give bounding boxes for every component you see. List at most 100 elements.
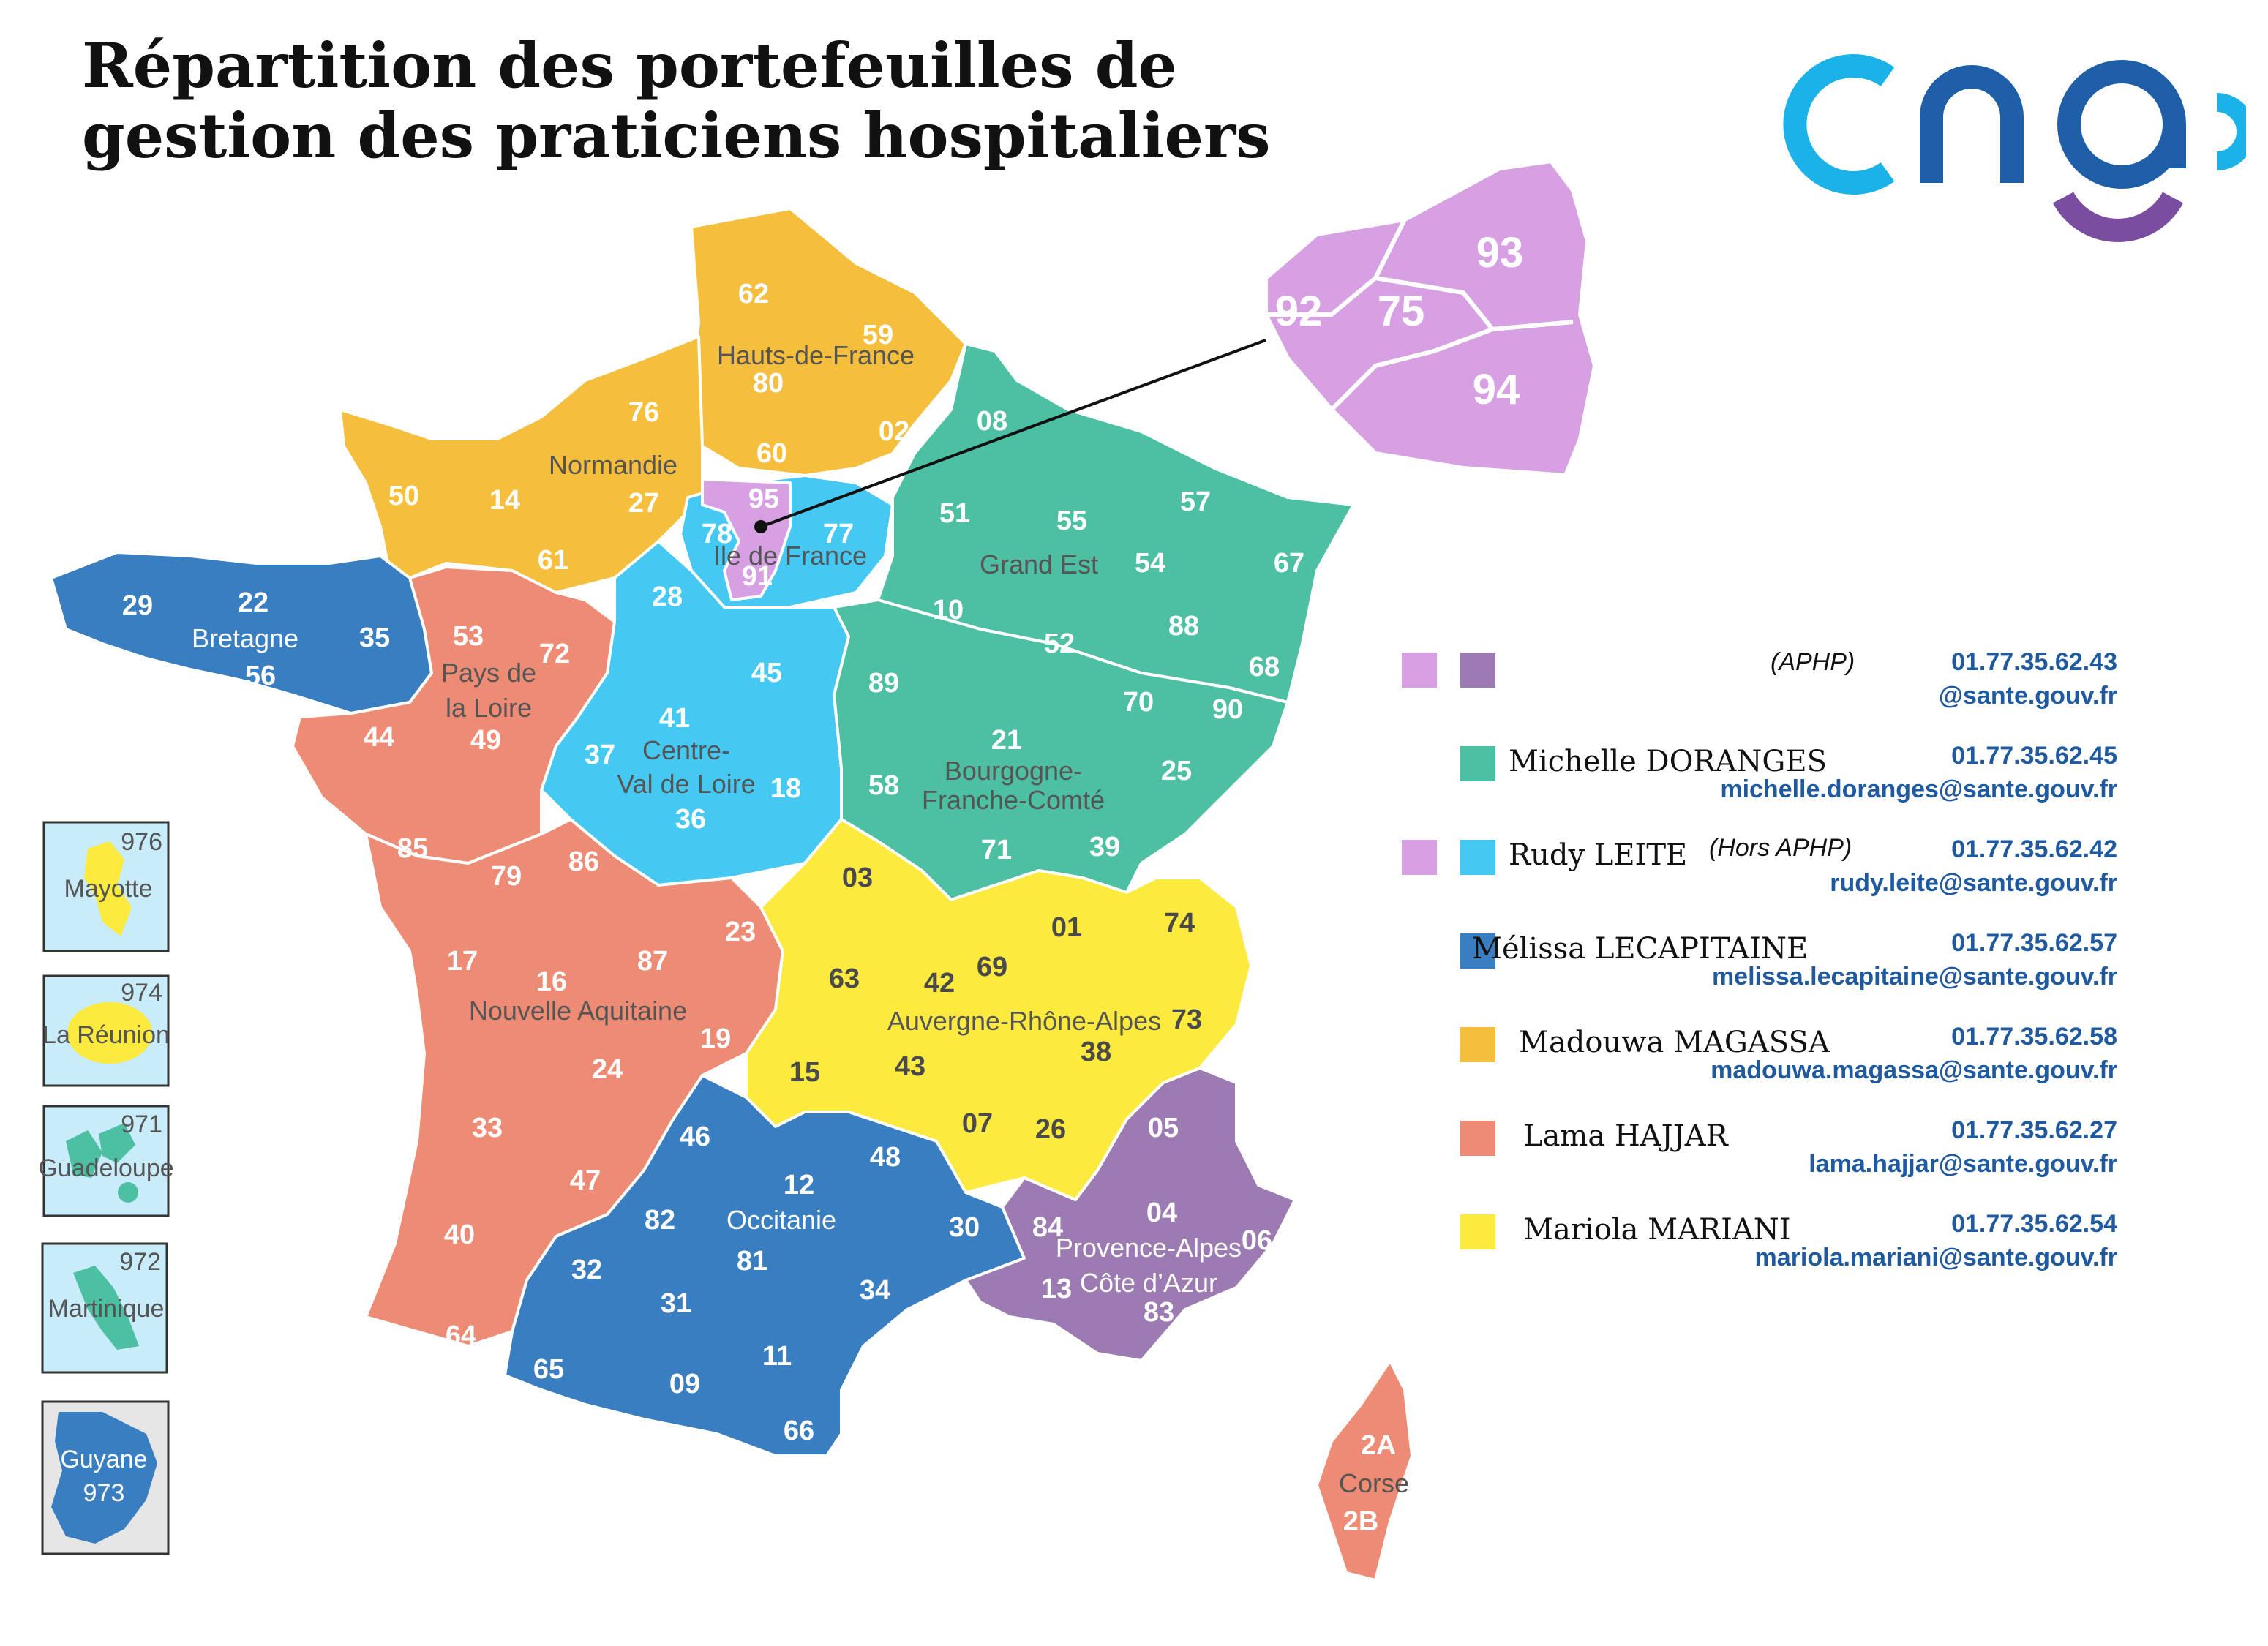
dep-50: 50 — [388, 481, 419, 511]
dep-72: 72 — [539, 639, 570, 669]
dep-79: 79 — [491, 861, 522, 892]
legend-email[interactable]: rudy.leite@sante.gouv.fr — [1830, 869, 2117, 897]
region-label-bfc-1: Bourgogne- — [945, 756, 1082, 786]
dep-82: 82 — [645, 1205, 675, 1236]
legend-phone: 01.77.35.62.58 — [1951, 1023, 2117, 1051]
dep-28: 28 — [652, 582, 683, 612]
inset-martinique: 972 Martinique — [41, 1242, 168, 1374]
legend-phone: 01.77.35.62.43 — [1951, 648, 2117, 676]
dep-59: 59 — [863, 320, 893, 350]
dep-74: 74 — [1164, 908, 1195, 939]
dep-23: 23 — [725, 917, 756, 947]
dep-61: 61 — [538, 545, 568, 576]
inset-guyane: Guyane 973 — [41, 1400, 170, 1555]
dep-73: 73 — [1171, 1004, 1202, 1035]
dep-67: 67 — [1274, 548, 1304, 579]
dep-05: 05 — [1148, 1113, 1179, 1143]
title-line-1: Répartition des portefeuilles de — [82, 29, 1177, 102]
legend-email[interactable]: @sante.gouv.fr — [1938, 682, 2117, 710]
dep-36: 36 — [675, 804, 706, 835]
dep-57: 57 — [1180, 486, 1211, 517]
dep-12: 12 — [784, 1170, 814, 1200]
legend-email[interactable]: madouwa.magassa@sante.gouv.fr — [1711, 1056, 2117, 1084]
dep-31: 31 — [661, 1288, 691, 1319]
dep-88: 88 — [1168, 611, 1199, 642]
region-label-centre-1: Centre- — [642, 735, 730, 765]
dep-32: 32 — [571, 1255, 602, 1285]
legend-name: Lama HAJJAR — [1523, 1119, 1728, 1153]
region-label-paca-1: Provence-Alpes — [1056, 1233, 1242, 1263]
region-label-auvergne-rhone-alpes: Auvergne-Rhône-Alpes — [887, 1006, 1161, 1036]
dep-30: 30 — [949, 1212, 980, 1243]
dep-43: 43 — [895, 1051, 925, 1082]
dep-58: 58 — [868, 770, 899, 801]
dep-71: 71 — [981, 835, 1012, 865]
region-label-bfc-2: Franche-Comté — [922, 785, 1105, 815]
legend-row-doranges: Michelle DORANGES 01.77.35.62.45 michell… — [1390, 737, 2195, 825]
dep-81: 81 — [737, 1246, 767, 1277]
legend-phone: 01.77.35.62.54 — [1951, 1210, 2117, 1238]
legend-swatch — [1460, 933, 1495, 969]
dep-86: 86 — [568, 846, 599, 877]
legend-email[interactable]: mariola.mariani@sante.gouv.fr — [1754, 1244, 2117, 1271]
region-label-pays-de-la-loire-1: Pays de — [441, 658, 536, 688]
dep-90: 90 — [1212, 694, 1243, 725]
zoom-dep-75: 75 — [1378, 288, 1425, 335]
dep-33: 33 — [472, 1113, 503, 1143]
dep-85: 85 — [397, 833, 428, 864]
legend-email[interactable]: melissa.lecapitaine@sante.gouv.fr — [1711, 963, 2117, 991]
zoom-anchor-dot — [754, 520, 767, 533]
inset-guyane-name: Guyane — [60, 1446, 147, 1473]
dep-51: 51 — [939, 498, 970, 529]
dep-06: 06 — [1242, 1225, 1272, 1256]
legend-phone: 01.77.35.62.42 — [1951, 835, 2117, 863]
dep-77: 77 — [823, 519, 854, 549]
dep-37: 37 — [585, 740, 615, 770]
region-label-grand-est: Grand Est — [980, 549, 1098, 579]
dep-70: 70 — [1123, 687, 1154, 718]
dep-84: 84 — [1032, 1212, 1063, 1243]
dep-40: 40 — [444, 1220, 475, 1250]
region-label-paca-2: Côte d’Azur — [1080, 1268, 1217, 1298]
region-label-pays-de-la-loire-2: la Loire — [446, 693, 532, 723]
legend-name: Rudy LEITE — [1509, 838, 1688, 872]
legend-name: Mariola MARIANI — [1523, 1213, 1791, 1247]
dep-29: 29 — [122, 590, 153, 621]
dep-13: 13 — [1041, 1274, 1072, 1304]
dep-44: 44 — [364, 722, 394, 753]
legend: (APHP) 01.77.35.62.43 @sante.gouv.fr Mic… — [1390, 644, 2195, 1302]
region-provence-alpes-cote-dazur — [964, 1067, 1296, 1362]
legend-swatch-aphp-light — [1402, 840, 1437, 875]
dep-68: 68 — [1249, 652, 1280, 683]
inset-guadeloupe-name: Guadeloupe — [38, 1154, 173, 1182]
legend-row-leite: Rudy LEITE (Hors APHP) 01.77.35.62.42 ru… — [1390, 831, 2195, 919]
legend-name: Madouwa MAGASSA — [1519, 1026, 1830, 1059]
legend-email[interactable]: michelle.doranges@sante.gouv.fr — [1720, 775, 2117, 803]
dep-39: 39 — [1089, 832, 1120, 863]
dep-16: 16 — [536, 966, 567, 997]
dep-69: 69 — [977, 952, 1007, 982]
zoom-dep-94: 94 — [1473, 366, 1520, 413]
dep-25: 25 — [1161, 756, 1192, 786]
dep-21: 21 — [991, 725, 1022, 756]
dep-27: 27 — [628, 488, 659, 519]
legend-email[interactable]: lama.hajjar@sante.gouv.fr — [1809, 1150, 2117, 1178]
dep-41: 41 — [659, 703, 690, 734]
dep-09: 09 — [669, 1369, 700, 1399]
dep-80: 80 — [753, 368, 784, 399]
legend-row-hajjar: Lama HAJJAR 01.77.35.62.27 lama.hajjar@s… — [1390, 1112, 2195, 1200]
dep-56: 56 — [245, 661, 276, 691]
dep-53: 53 — [453, 621, 484, 652]
legend-row-magassa: Madouwa MAGASSA 01.77.35.62.58 madouwa.m… — [1390, 1018, 2195, 1106]
dep-08: 08 — [977, 406, 1007, 437]
dep-10: 10 — [933, 595, 964, 625]
inset-guadeloupe-num: 971 — [121, 1111, 162, 1138]
zoom-dep-93: 93 — [1476, 229, 1524, 277]
legend-swatch — [1460, 840, 1495, 875]
legend-note: (APHP) — [1771, 648, 1855, 676]
region-label-hauts-de-france: Hauts-de-France — [717, 340, 915, 370]
region-aphp — [701, 478, 792, 601]
dep-65: 65 — [533, 1354, 564, 1385]
dep-76: 76 — [628, 397, 659, 428]
dep-11: 11 — [762, 1341, 792, 1372]
